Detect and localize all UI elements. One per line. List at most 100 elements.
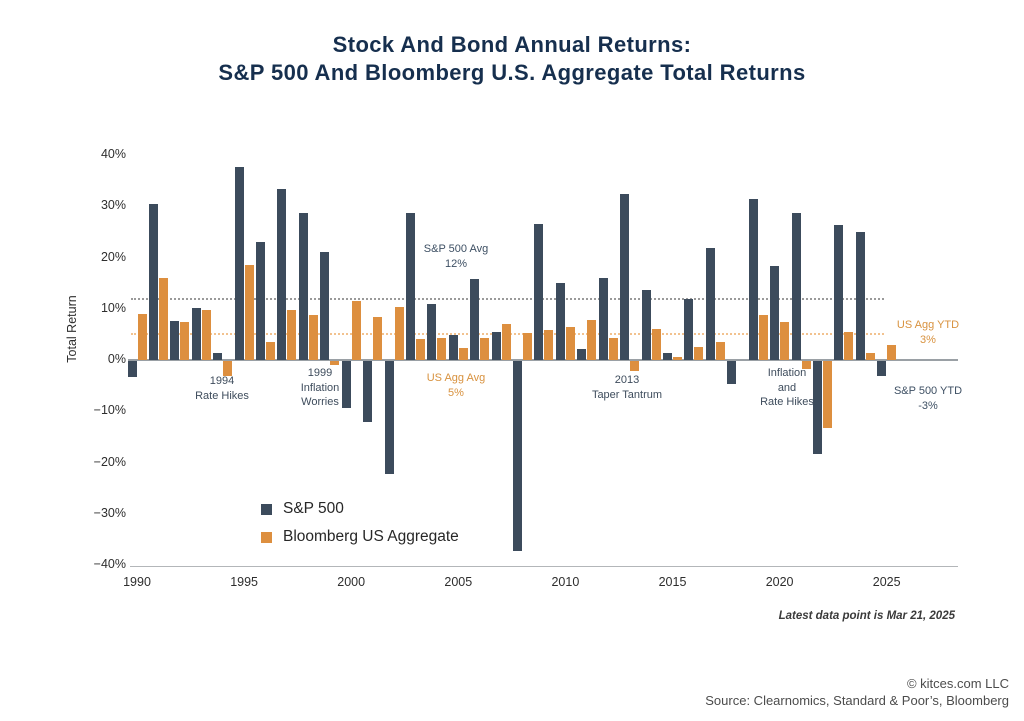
sp500-legend-swatch-icon: [261, 503, 272, 515]
bar-sp500-2009: [534, 224, 544, 360]
y-tick-30: 30%: [100, 198, 126, 213]
bar-agg-2000: [351, 300, 361, 360]
bar-sp500-1999: [320, 252, 330, 360]
x-tick-2000: 2000: [337, 575, 366, 589]
legend-label-sp500: S&P 500: [283, 500, 344, 517]
bar-sp500-1998: [298, 213, 308, 360]
bar-sp500-2025: [877, 361, 887, 377]
bar-agg-2017: [715, 342, 725, 360]
chart-title-line2: S&P 500 And Bloomberg U.S. Aggregate Tot…: [218, 60, 806, 85]
annotation-inflation-and-rate-hikes: Inflation and Rate Hikes: [760, 367, 814, 408]
bar-agg-2009: [544, 329, 554, 360]
annotation-us-agg-avg: US Agg Avg 5%: [426, 372, 486, 399]
bar-sp500-2018: [727, 361, 737, 384]
bar-agg-2012: [608, 338, 618, 360]
x-tick-1990: 1990: [123, 575, 151, 589]
bar-sp500-2020: [770, 265, 780, 360]
footer: © kitces.com LLC Source: Clearnomics, St…: [705, 675, 1009, 709]
bar-agg-1992: [180, 322, 190, 360]
bar-sp500-2021: [791, 212, 801, 360]
bar-agg-2006: [480, 337, 490, 360]
x-tick-2010: 2010: [551, 575, 580, 589]
bar-sp500-2019: [748, 198, 758, 360]
source-text: Source: Clearnomics, Standard & Poor’s, …: [705, 693, 1009, 708]
bar-sp500-2022: [812, 361, 822, 454]
bar-sp500-1994: [213, 353, 223, 360]
bar-sp500-2016: [684, 298, 694, 360]
bar-agg-2019: [758, 315, 768, 360]
bar-sp500-2013: [620, 193, 630, 360]
y-axis-title: Total Return: [65, 295, 79, 363]
legend-item-sp500: S&P 500: [261, 495, 459, 523]
bar-sp500-1993: [191, 308, 201, 360]
bar-sp500-1990: [127, 361, 137, 377]
bar-sp500-2003: [405, 212, 415, 360]
bar-agg-1996: [266, 341, 276, 360]
bar-sp500-2000: [341, 361, 351, 408]
bar-sp500-2011: [577, 349, 587, 360]
bar-sp500-1992: [170, 321, 180, 360]
y-tick-20: 20%: [100, 249, 126, 264]
bar-sp500-2002: [384, 361, 394, 475]
bar-agg-2022: [822, 361, 832, 428]
legend: S&P 500 Bloomberg US Aggregate: [261, 495, 459, 551]
annotation-sp500-avg: S&P 500 Avg 12%: [423, 243, 489, 270]
annotation-1994-rate-hikes: 1994 Rate Hikes: [195, 375, 249, 402]
annotation-2013-taper-tantrum: 2013 Taper Tantrum: [591, 374, 663, 401]
bar-sp500-1996: [256, 242, 266, 360]
x-tick-2020: 2020: [765, 575, 794, 589]
bar-sp500-2006: [470, 279, 480, 360]
bar-sp500-2001: [363, 361, 373, 422]
y-tick-0: 0%: [107, 352, 126, 366]
bar-agg-1997: [287, 310, 297, 360]
bar-sp500-1991: [148, 203, 158, 360]
bar-agg-1991: [158, 278, 168, 360]
bar-sp500-1995: [234, 167, 244, 360]
bar-sp500-2004: [427, 304, 437, 360]
bar-sp500-2015: [663, 352, 672, 360]
bar-agg-2011: [587, 320, 597, 360]
legend-item-agg: Bloomberg US Aggregate: [261, 523, 459, 551]
bar-agg-2025: [887, 344, 897, 360]
y-tick--10: −10%: [93, 403, 126, 418]
latest-data-note: Latest data point is Mar 21, 2025: [778, 610, 955, 622]
bar-agg-2013: [630, 361, 640, 372]
zero-baseline: [128, 359, 958, 361]
bar-agg-1993: [201, 309, 211, 360]
agg-legend-swatch-icon: [261, 531, 272, 543]
x-tick-2005: 2005: [444, 575, 473, 589]
bar-sp500-1997: [277, 188, 287, 360]
x-tick-2015: 2015: [658, 575, 687, 589]
bar-agg-2005: [458, 347, 468, 360]
x-tick-1995: 1995: [230, 575, 258, 589]
bar-agg-2010: [565, 326, 575, 360]
bar-sp500-2005: [448, 334, 458, 360]
chart-title-line1: Stock And Bond Annual Returns:: [332, 32, 692, 57]
bar-agg-2023: [844, 331, 854, 360]
bar-agg-2016: [694, 346, 704, 360]
chart-title: Stock And Bond Annual Returns: S&P 500 A…: [0, 31, 1024, 87]
bar-agg-1998: [308, 315, 318, 360]
y-tick--40: −40%: [93, 557, 126, 571]
bar-sp500-2008: [513, 361, 523, 551]
y-tick-10: 10%: [100, 300, 126, 315]
y-tick--30: −30%: [93, 505, 126, 520]
reference-line-sp500-average: [131, 297, 884, 300]
bar-agg-2004: [437, 337, 447, 360]
bar-agg-1995: [244, 265, 254, 360]
y-tick-40: 40%: [100, 147, 126, 161]
annotation-us-agg-ytd: US Agg YTD 3%: [896, 319, 960, 346]
bar-agg-2002: [394, 307, 404, 360]
bar-agg-2007: [501, 324, 511, 360]
bar-agg-2015: [673, 356, 682, 360]
bar-agg-2014: [651, 329, 661, 360]
bar-agg-2024: [865, 353, 875, 360]
bar-sp500-2012: [598, 278, 608, 360]
bar-agg-2003: [415, 338, 425, 360]
bar-sp500-2007: [491, 331, 501, 360]
x-tick-2025: 2025: [872, 575, 901, 589]
bar-agg-2020: [780, 321, 790, 360]
bar-agg-2021: [801, 361, 811, 369]
